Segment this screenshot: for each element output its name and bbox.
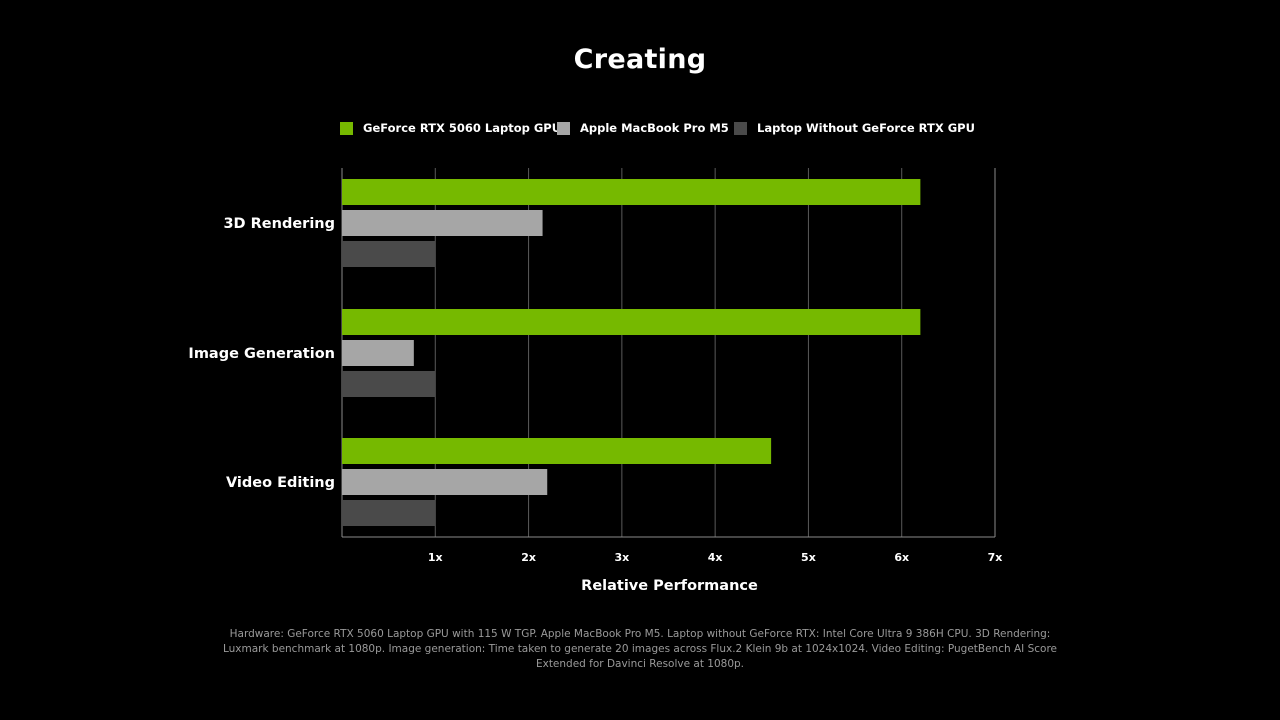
category-label: Video Editing [226, 475, 335, 491]
x-tick-label: 4x [708, 551, 723, 564]
legend-label-laptop-without-rtx: Laptop Without GeForce RTX GPU [757, 121, 975, 135]
bar-1-1 [342, 340, 414, 366]
legend-label-macbook-pro-m5: Apple MacBook Pro M5 [580, 121, 729, 135]
x-tick-label: 7x [988, 551, 1003, 564]
footnote: Hardware: GeForce RTX 5060 Laptop GPU wi… [222, 628, 1058, 670]
bar-0-2 [342, 241, 436, 267]
category-label: 3D Rendering [223, 216, 335, 232]
legend-item-rtx-5060: GeForce RTX 5060 Laptop GPU [340, 119, 561, 137]
legend-swatch-laptop-without-rtx [734, 121, 747, 135]
x-tick-label: 3x [614, 551, 629, 564]
chart-legend: GeForce RTX 5060 Laptop GPU Apple MacBoo… [0, 119, 1280, 137]
bar-2-1 [342, 469, 548, 495]
x-tick-label: 2x [521, 551, 536, 564]
x-tick-label: 5x [801, 551, 816, 564]
bar-1-2 [342, 371, 436, 397]
x-tick-label: 1x [428, 551, 443, 564]
bar-0-0 [342, 179, 921, 205]
bar-2-2 [342, 500, 436, 526]
legend-item-macbook-pro-m5: Apple MacBook Pro M5 [557, 119, 729, 137]
x-tick-label: 6x [894, 551, 909, 564]
chart-title: Creating [573, 44, 707, 75]
legend-swatch-macbook-pro-m5 [557, 121, 570, 135]
bar-0-1 [342, 210, 543, 236]
legend-swatch-rtx-5060 [340, 121, 353, 135]
x-axis-label: Relative Performance [581, 578, 758, 594]
legend-label-rtx-5060: GeForce RTX 5060 Laptop GPU [363, 121, 562, 135]
category-label: Image Generation [188, 346, 335, 362]
bar-2-0 [342, 438, 772, 464]
bar-1-0 [342, 309, 921, 335]
legend-item-laptop-without-rtx: Laptop Without GeForce RTX GPU [734, 119, 975, 137]
